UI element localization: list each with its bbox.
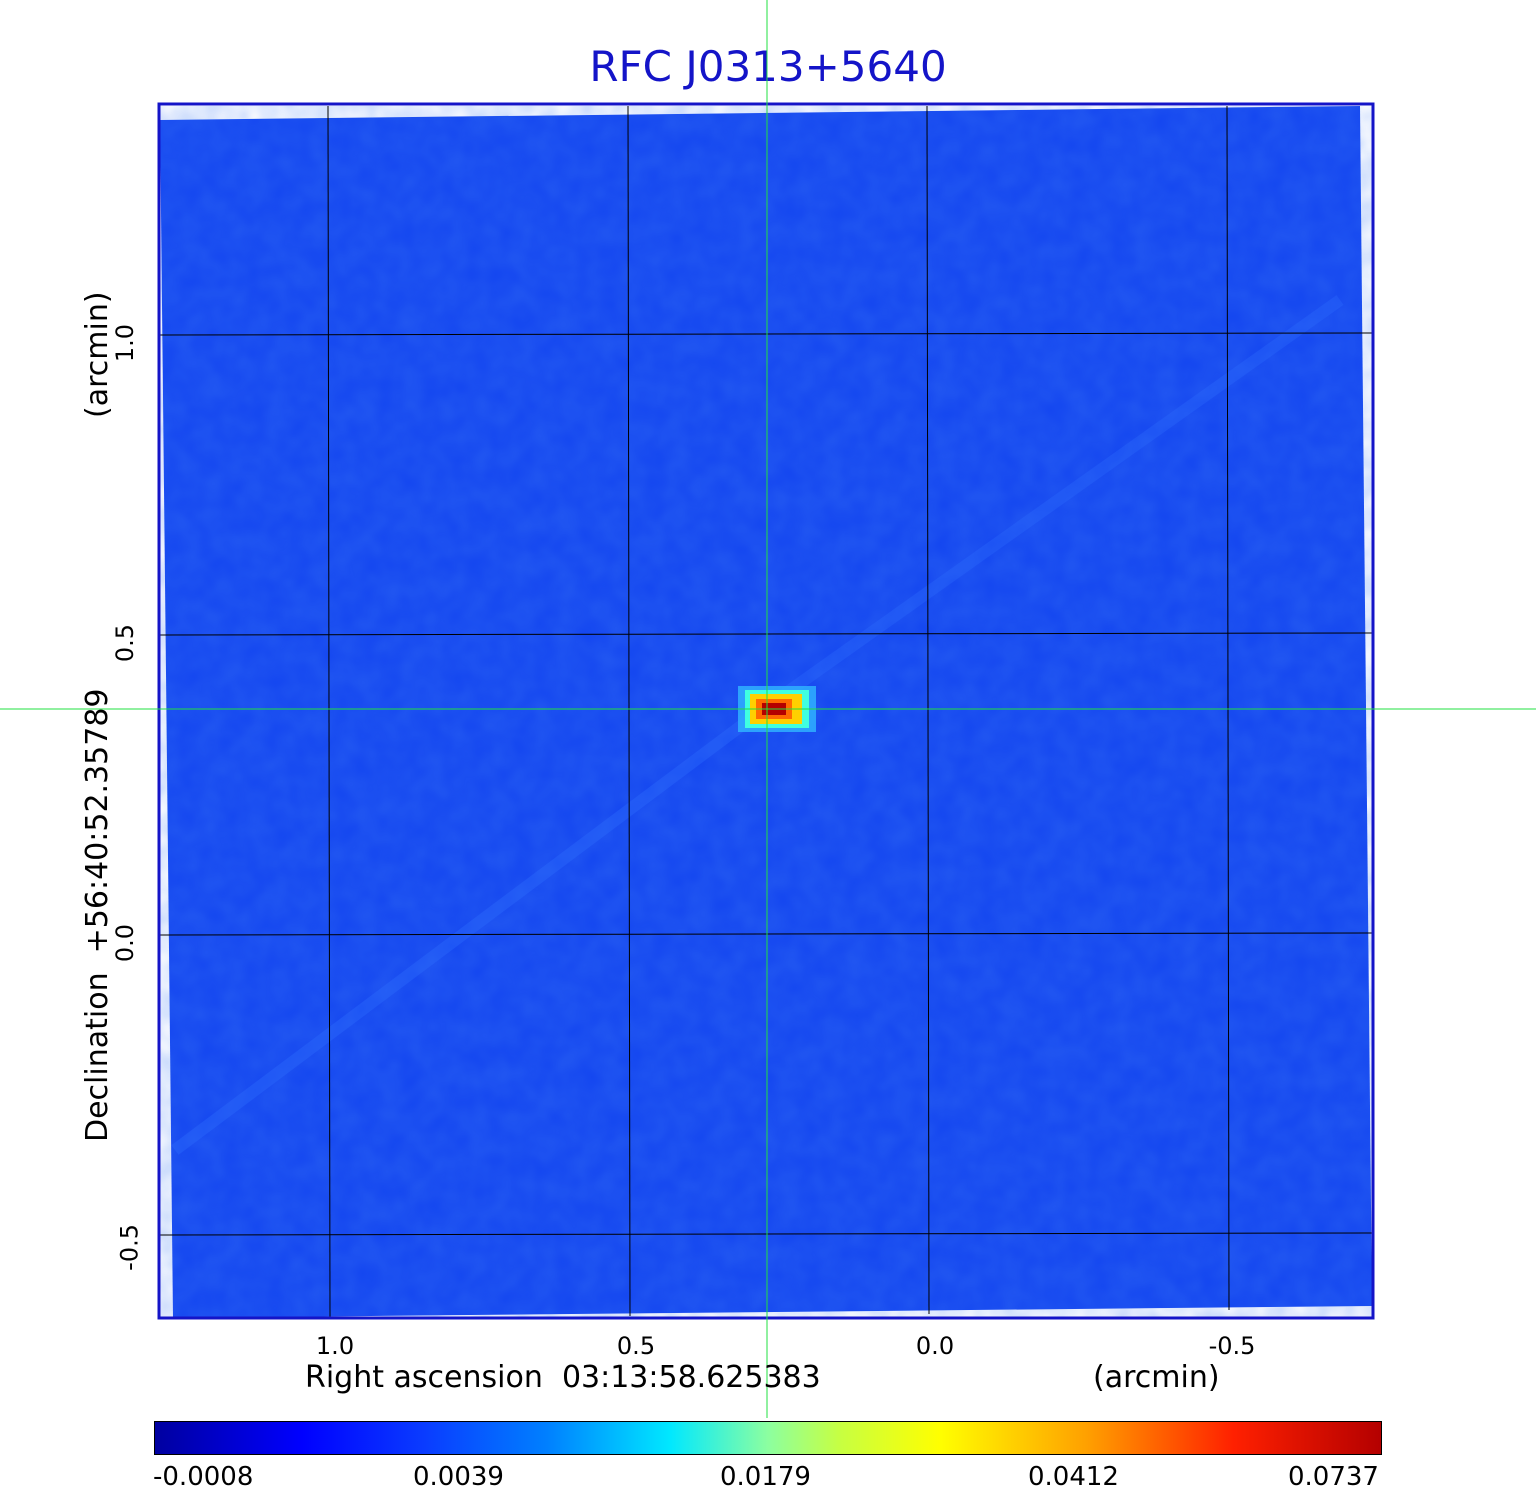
x-tick-label: 0.5 xyxy=(616,1332,656,1360)
y-tick-label: 1.0 xyxy=(111,324,140,363)
coordinate-grid xyxy=(159,105,1373,1319)
y-tick-label: 0.5 xyxy=(111,624,140,663)
x-axis-label: Right ascension 03:13:58.625383 xyxy=(305,1360,821,1395)
grid-line-h xyxy=(159,632,1373,636)
grid-line-h xyxy=(159,332,1373,336)
grid-line-h xyxy=(159,932,1373,936)
sidelobe-streak xyxy=(171,703,769,1155)
y-axis-label: Declination +56:40:52.35789 xyxy=(80,688,115,1142)
grid-line-v xyxy=(1226,105,1230,1311)
figure-title: RFC J0313+5640 xyxy=(589,42,947,91)
x-axis-label-value: 03:13:58.625383 xyxy=(561,1360,821,1395)
colorbar xyxy=(154,1421,1382,1455)
y-tick-label: -0.5 xyxy=(115,1224,144,1271)
colorbar-tick-label: 0.0039 xyxy=(413,1462,504,1492)
grid-line-v xyxy=(327,105,331,1319)
x-tick-label: -0.5 xyxy=(1208,1332,1256,1360)
x-axis-unit: (arcmin) xyxy=(1093,1360,1220,1395)
y-axis-unit: (arcmin) xyxy=(80,291,115,418)
colorbar-tick-label: 0.0412 xyxy=(1028,1462,1119,1492)
grid-line-v xyxy=(627,105,631,1317)
x-axis-label-prefix: Right ascension xyxy=(305,1360,543,1395)
colorbar-tick-label: 0.0179 xyxy=(720,1462,811,1492)
x-tick-label: 0.0 xyxy=(915,1332,955,1360)
x-tick-label: 1.0 xyxy=(315,1332,355,1360)
grid-line-h xyxy=(159,1232,1373,1236)
grid-line-v xyxy=(926,105,930,1315)
plot-frame xyxy=(157,102,1375,1320)
y-tick-label: 0.0 xyxy=(111,924,140,963)
y-axis-label-value: +56:40:52.35789 xyxy=(80,688,115,954)
y-axis-label-prefix: Declination xyxy=(80,972,115,1142)
sidelobe-streak xyxy=(761,295,1344,713)
colorbar-tick-label: 0.0737 xyxy=(1288,1462,1379,1492)
colorbar-tick-label: -0.0008 xyxy=(153,1462,254,1492)
